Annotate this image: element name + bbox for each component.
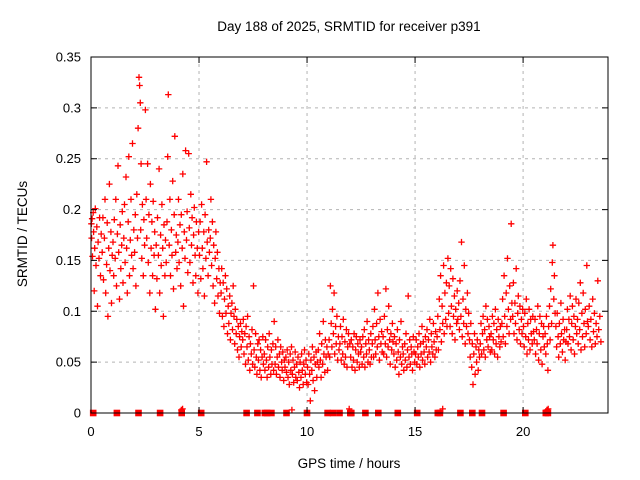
data-points <box>88 74 605 417</box>
tick-marks <box>90 56 608 414</box>
gridlines <box>91 57 608 413</box>
major-gridlines <box>91 57 608 413</box>
x-tick-label: 20 <box>516 424 530 439</box>
y-tick-label: 0.05 <box>56 355 81 370</box>
y-tick-label: 0 <box>74 406 81 421</box>
tick-labels: 0 5 10 15 20 0 0.05 0.1 0.15 0.2 0.25 0.3 0.35 <box>56 50 531 440</box>
x-tick-label: 10 <box>300 424 314 439</box>
x-tick-label: 0 <box>87 424 94 439</box>
axes-and-ticks <box>90 56 609 414</box>
y-tick-label: 0.35 <box>56 50 81 65</box>
x-axis-label: GPS time / hours <box>298 456 401 471</box>
y-tick-label: 0.3 <box>63 100 81 115</box>
y-tick-label: 0.1 <box>63 304 81 319</box>
y-tick-label: 0.25 <box>56 151 81 166</box>
x-tick-label: 15 <box>408 424 422 439</box>
plot-border <box>90 56 609 414</box>
y-tick-label: 0.2 <box>63 202 81 217</box>
x-tick-label: 5 <box>195 424 202 439</box>
y-tick-label: 0.15 <box>56 253 81 268</box>
y-axis-label: SRMTID / TECUs <box>15 181 30 288</box>
chart-title: Day 188 of 2025, SRMTID for receiver p39… <box>217 19 480 34</box>
